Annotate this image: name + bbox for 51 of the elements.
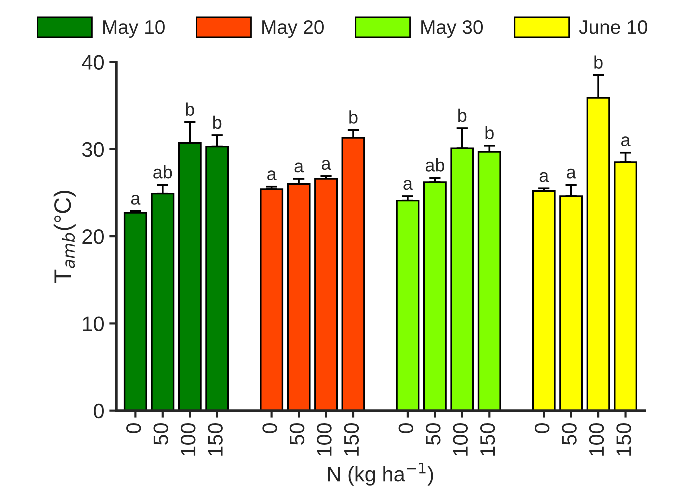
data-label: a bbox=[131, 195, 141, 205]
x-tick-label: 50 bbox=[426, 423, 441, 445]
bar bbox=[314, 178, 338, 411]
x-tick-label: 50 bbox=[562, 423, 577, 445]
x-tick-label: 100 bbox=[453, 423, 468, 456]
data-label: b bbox=[486, 126, 494, 140]
x-axis-title: N (kg ha$^{−1}$) bbox=[328, 462, 434, 486]
y-tick-label: 20 bbox=[82, 230, 104, 244]
x-tick-label: 50 bbox=[154, 423, 168, 445]
x-tick-label: 0 bbox=[398, 423, 414, 434]
bar bbox=[124, 212, 148, 411]
x-tick-label: 0 bbox=[534, 423, 550, 434]
x-tick-label: 0 bbox=[262, 423, 278, 434]
bar bbox=[396, 200, 420, 411]
data-label: a bbox=[540, 172, 550, 182]
bar bbox=[423, 182, 447, 411]
data-label: a bbox=[268, 170, 277, 181]
data-label: b bbox=[350, 110, 358, 124]
legend-label: June 10 bbox=[579, 20, 648, 34]
bar bbox=[478, 151, 502, 411]
data-label: b bbox=[186, 102, 194, 116]
data-label: b bbox=[458, 108, 467, 122]
data-label: b bbox=[214, 116, 222, 130]
x-tick-label: 100 bbox=[180, 423, 196, 456]
legend-label: May 10 bbox=[104, 20, 165, 38]
legend-label: May 30 bbox=[422, 20, 484, 38]
data-label: a bbox=[567, 168, 576, 179]
x-tick-label: 150 bbox=[208, 423, 223, 456]
x-tick-label: 150 bbox=[480, 423, 496, 456]
y-axis-title: T$_{amb}$(°C) bbox=[54, 191, 76, 284]
x-tick-label: 0 bbox=[126, 423, 142, 434]
x-tick-label: 150 bbox=[344, 423, 360, 456]
x-tick-label: 50 bbox=[290, 423, 305, 445]
data-label: b bbox=[594, 56, 603, 69]
x-tick-label: 150 bbox=[616, 423, 632, 456]
bar bbox=[287, 183, 311, 411]
data-label: a bbox=[622, 136, 631, 147]
data-label: a bbox=[322, 160, 332, 170]
data-label: ab bbox=[154, 166, 172, 179]
x-tick-label: 100 bbox=[589, 423, 604, 456]
bar bbox=[260, 188, 284, 411]
y-tick-label: 30 bbox=[82, 142, 104, 158]
bar bbox=[532, 190, 556, 411]
data-label: a bbox=[294, 162, 304, 173]
y-tick-label: 0 bbox=[94, 404, 104, 419]
data-label: ab bbox=[426, 158, 444, 172]
x-tick-label: 100 bbox=[317, 423, 332, 456]
y-tick-label: 40 bbox=[82, 55, 104, 70]
y-tick-label: 10 bbox=[83, 316, 104, 332]
legend-label: May 20 bbox=[262, 20, 324, 38]
data-label: a bbox=[404, 180, 413, 190]
